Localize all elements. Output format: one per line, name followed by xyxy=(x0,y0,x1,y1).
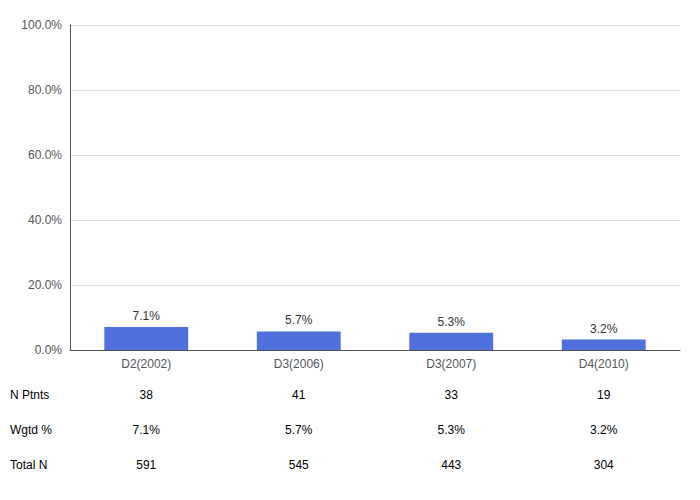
svg-text:D2(2002): D2(2002) xyxy=(121,357,171,371)
svg-text:7.1%: 7.1% xyxy=(133,423,161,437)
svg-text:5.7%: 5.7% xyxy=(285,313,313,327)
svg-text:80.0%: 80.0% xyxy=(28,83,62,97)
svg-text:N Ptnts: N Ptnts xyxy=(10,388,49,402)
svg-text:0.0%: 0.0% xyxy=(35,343,63,357)
svg-text:D4(2010): D4(2010) xyxy=(579,357,629,371)
svg-text:5.3%: 5.3% xyxy=(438,315,466,329)
svg-text:591: 591 xyxy=(136,458,156,472)
svg-text:545: 545 xyxy=(289,458,309,472)
svg-text:D3(2007): D3(2007) xyxy=(426,357,476,371)
svg-text:33: 33 xyxy=(445,388,459,402)
svg-text:3.2%: 3.2% xyxy=(590,423,618,437)
svg-text:20.0%: 20.0% xyxy=(28,278,62,292)
svg-text:Total N: Total N xyxy=(10,458,47,472)
svg-text:7.1%: 7.1% xyxy=(133,309,161,323)
svg-text:5.3%: 5.3% xyxy=(438,423,466,437)
svg-text:443: 443 xyxy=(441,458,461,472)
svg-text:100.0%: 100.0% xyxy=(21,18,62,32)
svg-text:5.7%: 5.7% xyxy=(285,423,313,437)
svg-text:40.0%: 40.0% xyxy=(28,213,62,227)
svg-text:60.0%: 60.0% xyxy=(28,148,62,162)
svg-text:Wgtd %: Wgtd % xyxy=(10,423,52,437)
svg-text:38: 38 xyxy=(140,388,154,402)
svg-text:3.2%: 3.2% xyxy=(590,322,618,336)
svg-text:19: 19 xyxy=(597,388,611,402)
svg-text:304: 304 xyxy=(594,458,614,472)
svg-text:D3(2006): D3(2006) xyxy=(274,357,324,371)
svg-text:41: 41 xyxy=(292,388,306,402)
